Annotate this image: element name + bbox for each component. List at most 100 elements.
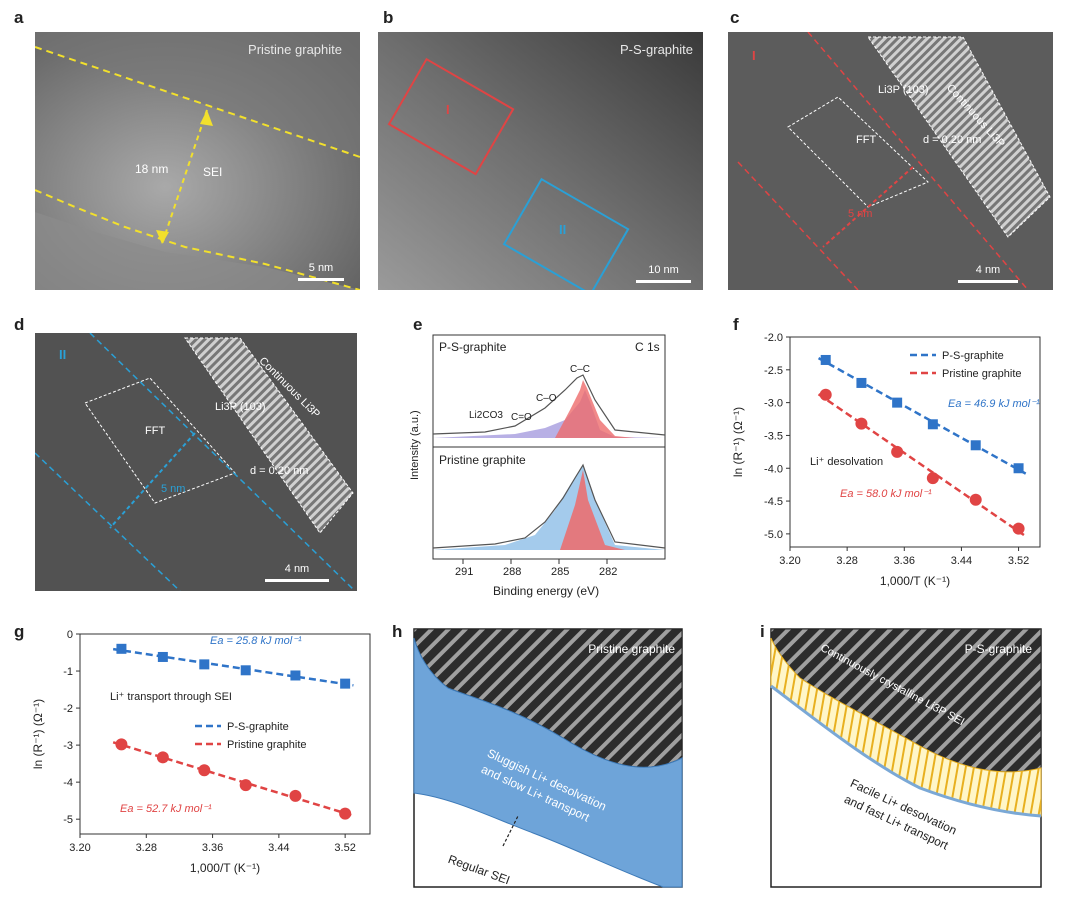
data-point-0-3 — [240, 665, 251, 676]
y-tick-label-1: -2.5 — [764, 365, 783, 377]
y-tick-label-3: -3 — [63, 740, 73, 752]
fft-region-d — [84, 377, 236, 504]
sei-label-a: SEI — [203, 165, 223, 179]
data-point-1-1 — [855, 417, 868, 430]
data-point-1-4 — [969, 493, 982, 506]
fit-line-0 — [817, 357, 1027, 475]
data-point-0-2 — [892, 397, 903, 408]
tem-b-svg — [378, 32, 703, 290]
peak-label-li2co3: Li2CO3 — [469, 410, 503, 421]
chart-annotation: Li⁺ desolvation — [810, 456, 883, 468]
x-axis-label: 1,000/T (K⁻¹) — [880, 574, 950, 588]
panel-label-b: b — [383, 8, 394, 27]
thickness-arrow-a — [161, 109, 208, 245]
tem-image-a: Pristine graphite 18 nm SEI 5 nm — [35, 32, 360, 290]
legend-label-0: P-S-graphite — [227, 721, 289, 733]
region-marker-1-b: I — [446, 102, 450, 117]
xps-bottom-fill-co — [433, 465, 665, 550]
data-point-0-4 — [970, 440, 981, 451]
xps-tick-label-291: 291 — [455, 566, 474, 578]
data-point-0-3 — [927, 419, 938, 430]
peak-label-cc: C–C — [570, 364, 591, 375]
y-tick-label-3: -3.5 — [764, 430, 783, 442]
tem-image-b: P-S-graphite I II 10 nm — [378, 32, 703, 290]
x-tick-label-2: 3.36 — [202, 842, 223, 854]
tem-image-d: II Continuous Li3P Li3P (103) FFT d = 0.… — [35, 333, 357, 591]
panel-label-f: f — [733, 315, 739, 334]
xps-tick-label-288: 288 — [503, 566, 522, 578]
fft-region-c — [787, 96, 929, 208]
scale-bar-c — [958, 280, 1018, 283]
sei-boundary-i — [770, 684, 1042, 818]
region-marker-2-b: II — [559, 222, 567, 237]
y-axis-label: ln (R⁻¹) (Ω⁻¹) — [731, 407, 745, 477]
data-point-1-0 — [115, 738, 128, 751]
y-tick-label-4: -4 — [63, 777, 73, 789]
lattice-fringe-region-c — [867, 36, 1051, 238]
boundary-line-top-a — [35, 46, 360, 158]
data-point-0-4 — [290, 670, 301, 681]
panel-label-d: d — [14, 315, 25, 334]
xps-c1s-label: C 1s — [635, 340, 660, 354]
graphite-region-a — [35, 32, 360, 157]
lattice-fringe-region-d — [184, 337, 354, 534]
data-point-1-2 — [891, 445, 904, 458]
data-point-0-0 — [820, 354, 831, 365]
schematic-i: P-S-graphite Continuously crystalline Li… — [770, 628, 1042, 888]
y-tick-label-4: -4.0 — [764, 463, 783, 475]
region-marker-d: II — [59, 347, 67, 362]
arrowhead-top-a — [200, 110, 213, 126]
x-tick-label-4: 3.52 — [334, 842, 355, 854]
schematic-i-title: P-S-graphite — [964, 642, 1032, 656]
xps-bottom-frame — [432, 446, 666, 560]
data-point-1-0 — [819, 388, 832, 401]
panel-label-h: h — [392, 622, 403, 641]
scale-text-a: 5 nm — [308, 262, 334, 274]
schematic-h: Pristine graphite Sluggish Li+ desolvati… — [413, 628, 683, 888]
x-tick-label-1: 3.28 — [836, 555, 857, 567]
xps-bottom-fill-cc — [560, 470, 625, 550]
thickness-label-c: 5 nm — [848, 208, 873, 220]
y-tick-label-0: 0 — [67, 629, 73, 641]
x-tick-label-1: 3.28 — [136, 842, 157, 854]
plane-label-d: Li3P (103) — [215, 401, 266, 413]
panel-label-i: i — [760, 622, 765, 641]
chart-f-frame — [789, 336, 1041, 548]
thickness-arrow-d — [109, 432, 196, 529]
data-point-0-2 — [199, 659, 210, 670]
xps-bottom-title: Pristine graphite — [439, 453, 526, 467]
peak-label-co: C–O — [536, 393, 557, 404]
legend-label-0: P-S-graphite — [942, 350, 1004, 362]
scale-text-d: 4 nm — [284, 563, 310, 575]
tem-d-svg — [35, 333, 357, 591]
y-tick-label-2: -2 — [63, 703, 73, 715]
y-axis-label: ln (R⁻¹) (Ω⁻¹) — [31, 699, 45, 769]
chart-g: 3.20 3.28 3.36 3.44 3.52 0 -1 -2 -3 -4 -5 1,000/T (… — [30, 622, 380, 892]
data-point-0-0 — [116, 643, 127, 654]
region-box-2-b — [502, 177, 630, 290]
y-tick-label-0: -2.0 — [764, 332, 783, 344]
scale-text-b: 10 nm — [648, 264, 679, 276]
thickness-label-d: 5 nm — [161, 483, 186, 495]
xps-tick-label-282: 282 — [599, 566, 618, 578]
energy-label-1: Ea = 52.7 kJ mol⁻¹ — [120, 803, 212, 815]
region-marker-c: I — [752, 48, 756, 63]
boundary-line-bottom-a — [35, 189, 360, 290]
tem-b-bg — [378, 32, 703, 290]
tem-a-svg — [35, 32, 360, 290]
x-tick-label-3: 3.44 — [268, 842, 289, 854]
legend-label-1: Pristine graphite — [227, 739, 307, 751]
xps-panel-e: P-S-graphite C 1s Pristine graphite C–C … — [405, 330, 675, 600]
xps-xlabel: Binding energy (eV) — [493, 584, 600, 598]
fft-label-d: FFT — [145, 425, 166, 437]
chart-g-frame — [79, 633, 371, 835]
arrowhead-bottom-a — [156, 230, 169, 244]
x-tick-label-2: 3.36 — [894, 555, 915, 567]
schematic-i-svg — [770, 628, 1042, 888]
x-axis-label: 1,000/T (K⁻¹) — [190, 861, 260, 875]
xps-top-envelope — [432, 374, 666, 436]
tem-a-title: Pristine graphite — [248, 42, 342, 57]
legend-label-1: Pristine graphite — [942, 368, 1022, 380]
scale-bar-a — [298, 278, 344, 281]
xps-top-title: P-S-graphite — [439, 340, 507, 354]
